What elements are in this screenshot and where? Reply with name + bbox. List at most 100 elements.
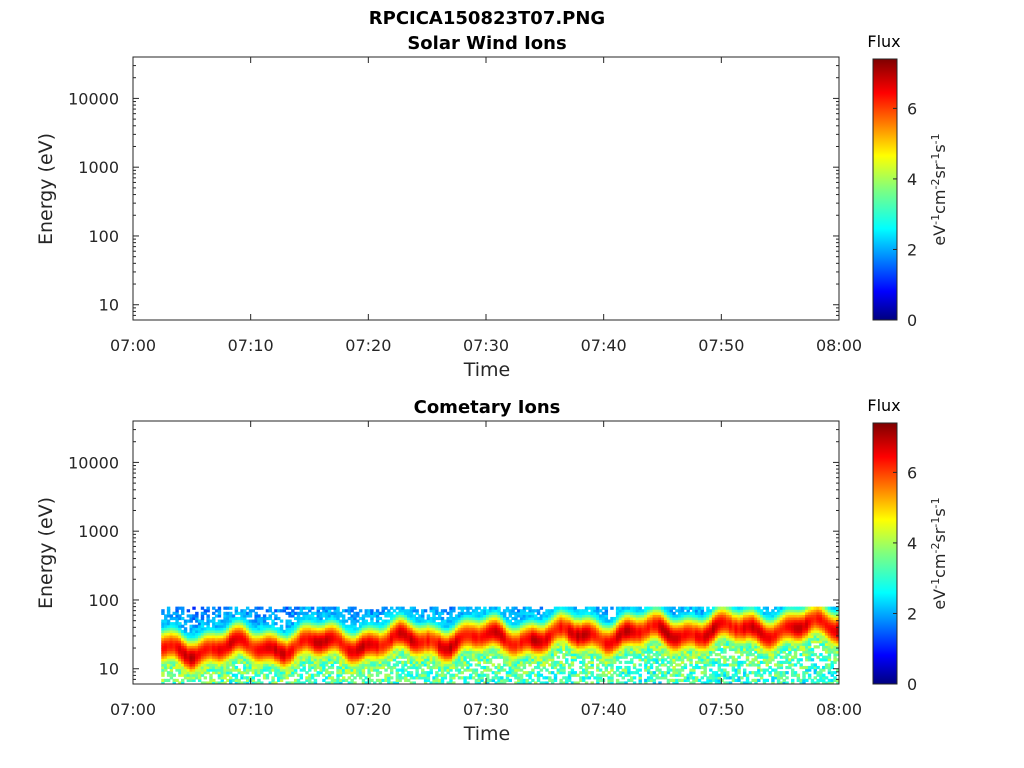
- spectrogram-cell: [709, 650, 713, 654]
- spectrogram-cell: [322, 673, 326, 677]
- spectrogram-cell: [370, 642, 374, 646]
- spectrogram-cell: [237, 624, 241, 628]
- spectrogram-cell: [596, 676, 600, 680]
- spectrogram-cell: [630, 611, 634, 615]
- spectrogram-cell: [652, 606, 657, 610]
- spectrogram-cell: [706, 634, 710, 639]
- spectrogram-cell: [172, 663, 176, 667]
- spectrogram-cell: [474, 619, 479, 623]
- spectrogram-cell: [245, 671, 250, 675]
- spectrogram-cell: [460, 642, 465, 646]
- spectrogram-cell: [624, 640, 628, 644]
- spectrogram-cell: [646, 668, 651, 672]
- spectrogram-cell: [570, 632, 575, 636]
- spectrogram-cell: [621, 616, 625, 621]
- spectrogram-cell: [299, 640, 304, 644]
- spectrogram-cell: [426, 663, 431, 667]
- spectrogram-cell: [460, 632, 465, 636]
- spectrogram-cell: [692, 624, 696, 628]
- spectrogram-cell: [166, 637, 171, 641]
- spectrogram-cell: [161, 671, 165, 675]
- spectrogram-cell: [418, 640, 422, 644]
- spectrogram-cell: [567, 606, 572, 610]
- spectrogram-cell: [452, 658, 456, 662]
- spectrogram-cell: [387, 650, 391, 654]
- spectrogram-cell: [251, 632, 256, 636]
- spectrogram-cell: [440, 668, 445, 672]
- spectrogram-cell: [395, 678, 400, 683]
- spectrogram-cell: [548, 627, 552, 631]
- spectrogram-cell: [644, 611, 648, 615]
- spectrogram-cell: [212, 647, 216, 652]
- spectrogram-cell: [212, 624, 216, 628]
- spectrogram-cell: [471, 634, 476, 639]
- spectrogram-cell: [437, 655, 442, 659]
- spectrogram-cell: [680, 632, 685, 636]
- spectrogram-cell: [325, 645, 329, 649]
- spectrogram-cell: [333, 606, 337, 610]
- spectrogram-cell: [500, 645, 504, 649]
- spectrogram-cell: [483, 624, 487, 628]
- spectrogram-cell: [678, 655, 682, 659]
- spectrogram-cell: [460, 611, 465, 615]
- spectrogram-cell: [274, 645, 278, 649]
- spectrogram-cell: [197, 678, 202, 683]
- spectrogram-cell: [316, 627, 320, 631]
- spectrogram-cell: [542, 640, 546, 644]
- spectrogram-cell: [703, 665, 707, 670]
- spectrogram-cell: [559, 632, 563, 636]
- spectrogram-cell: [562, 665, 566, 670]
- spectrogram-cell: [316, 640, 320, 644]
- spectrogram-cell: [212, 668, 216, 672]
- spectrogram-cell: [358, 671, 363, 675]
- spectrogram-cell: [440, 611, 445, 615]
- spectrogram-cell: [330, 622, 335, 626]
- spectrogram-cell: [683, 629, 688, 634]
- spectrogram-cell: [172, 637, 176, 641]
- spectrogram-cell: [508, 619, 513, 623]
- spectrogram-cell: [178, 624, 182, 628]
- spectrogram-cell: [471, 645, 476, 649]
- spectrogram-cell: [183, 642, 188, 646]
- spectrogram-cell: [172, 647, 176, 652]
- spectrogram-cell: [548, 678, 552, 683]
- spectrogram-cell: [449, 660, 453, 664]
- spectrogram-cell: [644, 647, 648, 652]
- spectrogram-cell: [322, 665, 326, 670]
- spectrogram-cell: [449, 645, 453, 649]
- spectrogram-cell: [700, 676, 705, 680]
- spectrogram-cell: [593, 622, 597, 626]
- spectrogram-cell: [220, 647, 224, 652]
- spectrogram-cell: [296, 663, 301, 667]
- spectrogram-cell: [200, 673, 205, 677]
- spectrogram-cell: [243, 655, 247, 659]
- spectrogram-cell: [293, 658, 298, 662]
- spectrogram-cell: [257, 640, 261, 644]
- spectrogram-cell: [268, 606, 272, 610]
- spectrogram-cell: [192, 640, 196, 644]
- spectrogram-cell: [305, 624, 309, 628]
- spectrogram-cell: [189, 614, 193, 618]
- spectrogram-cell: [596, 655, 600, 659]
- spectrogram-cell: [308, 647, 312, 652]
- spectrogram-cell: [500, 655, 504, 659]
- spectrogram-cell: [435, 645, 439, 649]
- spectrogram-cell: [601, 619, 606, 623]
- spectrogram-cell: [387, 676, 391, 680]
- spectrogram-cell: [624, 650, 628, 654]
- spectrogram-cell: [567, 619, 572, 623]
- spectrogram-cell: [333, 642, 337, 646]
- spectrogram-cell: [406, 632, 411, 636]
- spectrogram-cell: [658, 653, 662, 657]
- spectrogram-cell: [175, 614, 179, 618]
- spectrogram-cell: [344, 642, 349, 646]
- spectrogram-cell: [325, 632, 329, 636]
- spectrogram-cell: [169, 676, 174, 680]
- spectrogram-cell: [183, 645, 188, 649]
- spectrogram-cell: [392, 609, 397, 613]
- spectrogram-cell: [189, 632, 193, 636]
- spectrogram-cell: [220, 655, 224, 659]
- spectrogram-cell: [596, 627, 600, 631]
- spectrogram-cell: [262, 619, 267, 623]
- spectrogram-cell: [534, 658, 538, 662]
